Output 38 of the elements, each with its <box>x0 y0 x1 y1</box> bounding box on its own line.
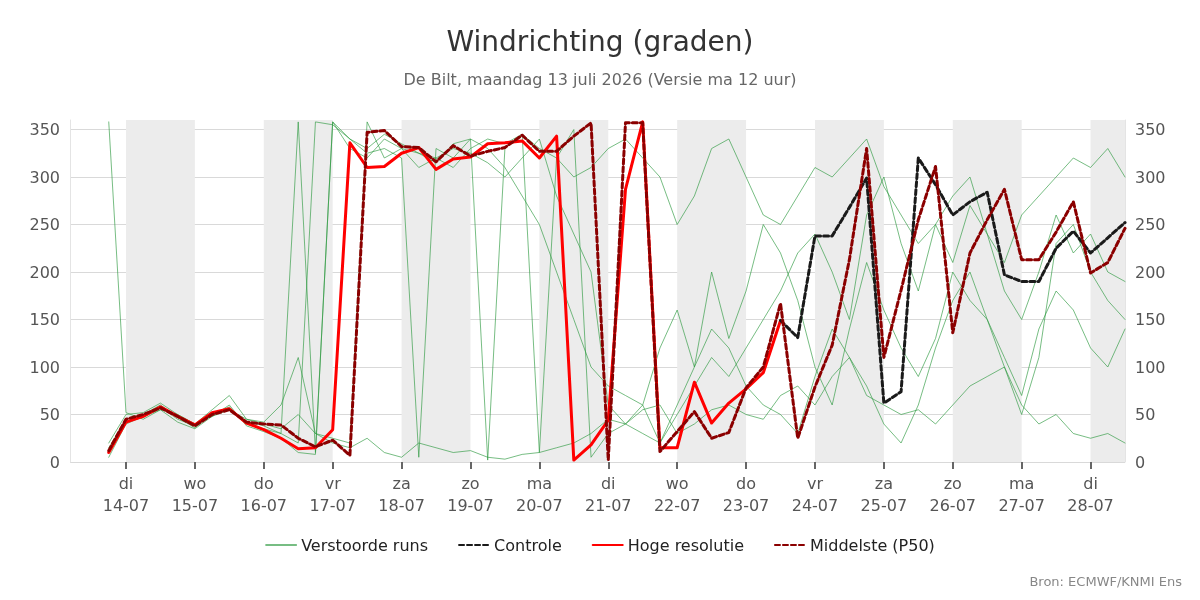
x-tick-label: zo 26-07 <box>929 473 977 515</box>
x-tick-label: di 14-07 <box>102 473 150 515</box>
x-tick-label: zo 19-07 <box>447 473 494 515</box>
y-tick-label: 350 <box>29 120 60 139</box>
x-tick-label: do 16-07 <box>240 473 288 515</box>
y-tick-label: 300 <box>29 167 60 187</box>
x-tick-label: wo 22-07 <box>653 473 701 515</box>
chart-title: Windrichting (graden) <box>446 24 754 58</box>
legend-label: Controle <box>494 535 562 555</box>
legend-label: Hoge resolutie <box>627 535 744 555</box>
text: Bron: ECMWF/KNMI Ens <box>1029 574 1183 589</box>
x-tick-label: ma 27-07 <box>998 473 1045 515</box>
y-tick-label: 200 <box>29 262 60 282</box>
x-tick-label: di 21-07 <box>585 473 632 515</box>
y2-tick-label: 0 <box>1135 452 1146 472</box>
x-tick-label: di 28-07 <box>1067 473 1114 515</box>
chart-subtitle: De Bilt, maandag 13 juli 2026 (Versie ma 12 uur) <box>403 69 797 89</box>
y-tick-label: 150 <box>29 310 60 329</box>
legend-label: Verstoorde runs <box>301 535 429 555</box>
y-tick-label: 50 <box>39 405 60 424</box>
y2-tick-label: 100 <box>1135 357 1166 377</box>
y2-tick-label: 200 <box>1135 262 1166 282</box>
y2-tick-label: 50 <box>1135 405 1156 424</box>
y2-tick-label: 150 <box>1135 310 1166 329</box>
x-tick-label: za 25-07 <box>860 473 908 515</box>
x-tick-label: vr 24-07 <box>791 473 839 515</box>
y-tick-label: 0 <box>49 452 60 472</box>
legend-label: Middelste (P50) <box>809 535 935 555</box>
y-tick-label: 250 <box>29 215 60 234</box>
x-tick-label: vr 17-07 <box>309 473 356 515</box>
x-tick-label: do 23-07 <box>722 473 770 515</box>
x-tick-label: za 18-07 <box>378 473 425 515</box>
y2-tick-label: 250 <box>1135 215 1166 234</box>
y2-tick-label: 300 <box>1135 167 1166 187</box>
y2-tick-label: 350 <box>1135 120 1166 139</box>
x-tick-label: ma 20-07 <box>516 473 563 515</box>
x-tick-label: wo 15-07 <box>171 473 219 515</box>
y-tick-label: 100 <box>29 357 60 377</box>
